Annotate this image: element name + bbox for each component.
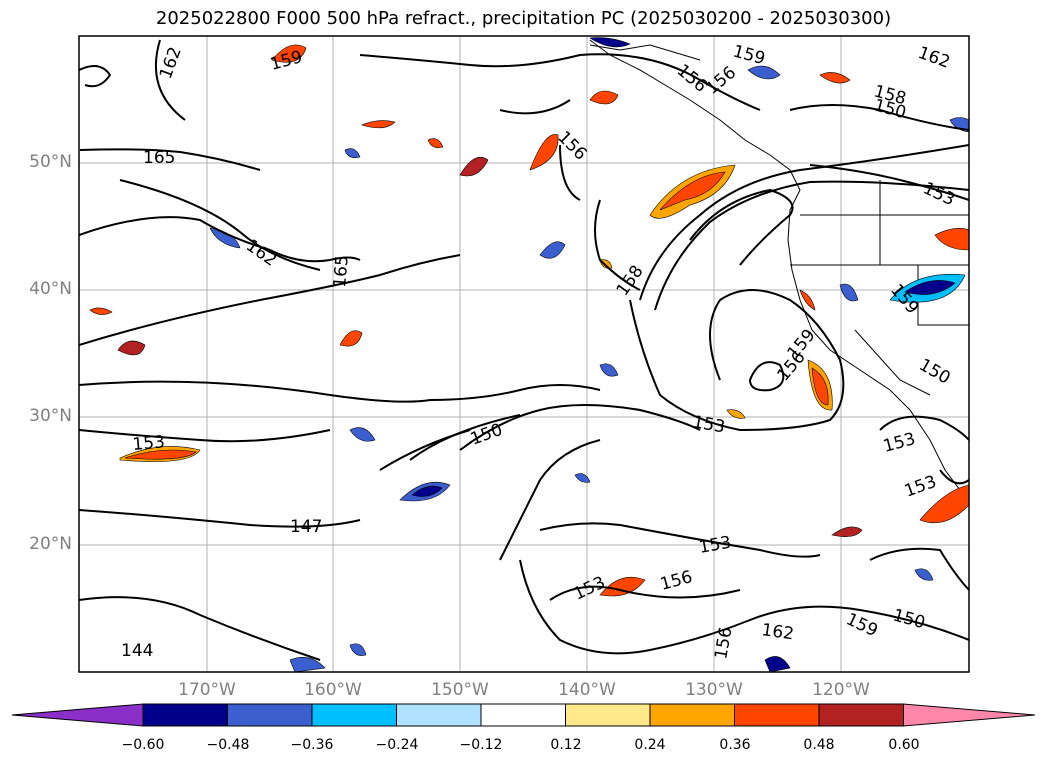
precip-negative-patches (209, 37, 969, 672)
lon-label-130w: 130°W (685, 680, 743, 700)
colorbar-tick: 0.60 (888, 737, 920, 753)
colorbar-segment (649, 703, 735, 727)
lat-label-30n: 30°N (29, 406, 72, 426)
map-border (78, 35, 970, 673)
colorbar-segment (565, 703, 651, 727)
contour-label: 153 (132, 432, 166, 455)
contour-label: 147 (290, 517, 322, 537)
colorbar-segment (142, 703, 228, 727)
lon-label-160w: 160°W (304, 680, 362, 700)
lon-label-120w: 120°W (812, 680, 870, 700)
map-title: 2025022800 F000 500 hPa refract., precip… (155, 8, 892, 29)
map-frame (79, 36, 969, 672)
contour-label: 144 (121, 641, 153, 661)
colorbar-segment (734, 703, 820, 727)
precip-positive-patches (89, 44, 969, 597)
contour-label: 162 (760, 620, 795, 644)
colorbar-tick: −0.60 (121, 737, 165, 753)
coastline (589, 39, 969, 501)
lon-label-140w: 140°W (558, 680, 616, 700)
colorbar-tick: 0.48 (803, 737, 835, 753)
contour-lines (79, 39, 969, 661)
colorbar-tick: 0.12 (550, 737, 582, 753)
contour-label: 165 (143, 148, 175, 168)
colorbar-extend-min (11, 703, 144, 727)
colorbar-tick: −0.12 (459, 737, 503, 753)
colorbar-tick: −0.48 (206, 737, 250, 753)
colorbar-segment (311, 703, 397, 727)
colorbar-segment (480, 703, 566, 727)
lat-label-20n: 20°N (29, 534, 72, 554)
colorbar-tick: −0.36 (290, 737, 334, 753)
colorbar-segment (818, 703, 904, 727)
colorbar-tick: 0.24 (634, 737, 666, 753)
colorbar-segment (396, 703, 482, 727)
lat-label-50n: 50°N (29, 152, 72, 172)
lat-label-40n: 40°N (29, 279, 72, 299)
lon-label-170w: 170°W (178, 680, 236, 700)
colorbar (11, 703, 1036, 727)
colorbar-segment (227, 703, 313, 727)
colorbar-tick: 0.36 (719, 737, 751, 753)
colorbar-tick: −0.24 (375, 737, 419, 753)
colorbar-extend-max (903, 703, 1036, 727)
gridlines (79, 36, 969, 672)
lon-label-150w: 150°W (431, 680, 489, 700)
contour-label: 165 (330, 254, 353, 288)
